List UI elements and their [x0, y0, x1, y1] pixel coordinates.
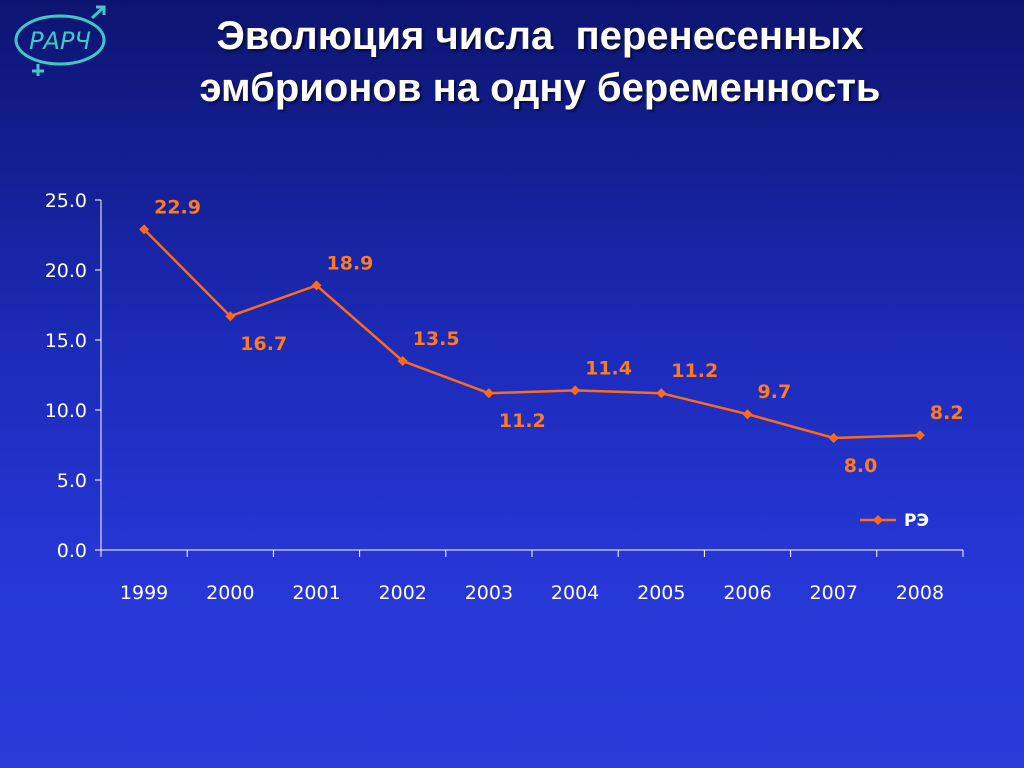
title-line-2: эмбрионов на одну беременность: [199, 66, 881, 110]
y-tick-label: 10.0: [45, 400, 87, 422]
data-point-marker: [914, 430, 925, 441]
data-label: 8.2: [930, 402, 964, 424]
data-point-marker: [139, 224, 150, 235]
data-point-marker: [828, 433, 839, 443]
x-tick-label: 2007: [810, 582, 858, 604]
y-tick-label: 0.0: [57, 540, 87, 562]
data-point-marker: [742, 409, 753, 420]
y-tick-label: 5.0: [57, 470, 87, 492]
x-tick-label: 2005: [637, 582, 685, 604]
data-point-marker: [311, 280, 322, 291]
data-label: 9.7: [758, 381, 792, 403]
x-tick-label: 2006: [723, 582, 771, 604]
x-tick-label: 2008: [896, 582, 944, 604]
x-tick-label: 1999: [120, 582, 168, 604]
logo-male-arrowhead: [96, 5, 106, 15]
logo-ring: [14, 14, 106, 66]
slide-title: Эволюция числа перенесенных эмбрионов на…: [100, 10, 980, 114]
legend-marker: [873, 515, 883, 525]
y-tick-label: 20.0: [45, 260, 87, 282]
data-label: 16.7: [240, 333, 287, 355]
title-line-1: Эволюция числа перенесенных: [216, 14, 864, 58]
legend-label: РЭ: [904, 511, 929, 531]
x-tick-label: 2002: [379, 582, 427, 604]
y-tick-label: 15.0: [45, 330, 87, 352]
x-tick-label: 2001: [292, 582, 340, 604]
logo-male-arrow: [90, 5, 106, 20]
data-point-marker: [225, 311, 236, 322]
data-point-marker: [656, 388, 667, 399]
y-tick-label: 25.0: [45, 190, 87, 212]
data-point-marker: [397, 356, 408, 366]
data-label: 8.0: [844, 455, 878, 477]
x-tick-label: 2004: [551, 582, 599, 604]
data-point-marker: [483, 388, 494, 399]
rarch-logo: РАРЧ: [14, 5, 106, 76]
data-label: 11.2: [671, 360, 718, 382]
logo-text: РАРЧ: [29, 27, 91, 55]
x-tick-label: 2003: [465, 582, 513, 604]
data-label: 18.9: [327, 252, 374, 274]
x-tick-label: 2000: [206, 582, 254, 604]
data-label: 22.9: [154, 196, 201, 218]
data-label: 11.4: [585, 357, 632, 379]
data-point-marker: [570, 385, 581, 396]
data-label: 11.2: [499, 410, 546, 432]
series-line: [143, 228, 920, 440]
data-label: 13.5: [413, 328, 460, 350]
